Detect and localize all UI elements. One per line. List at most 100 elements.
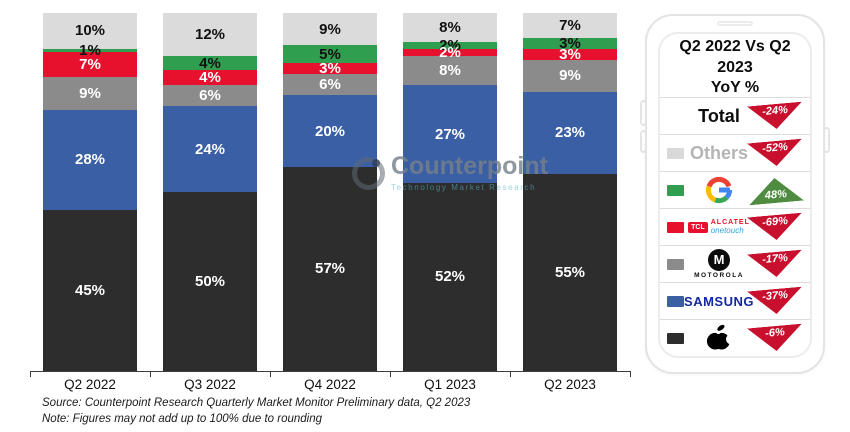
tcl-alcatel-logo: TCL ALCATEL onetouch xyxy=(688,219,750,235)
others-color-swatch xyxy=(667,147,684,159)
segment-value-label: 23% xyxy=(554,124,586,142)
segment-samsung: 20% xyxy=(283,95,377,167)
segment-value-label: 57% xyxy=(314,260,346,278)
total-label: Total xyxy=(698,105,740,126)
segment-motorola: 6% xyxy=(163,84,257,107)
segment-others: 7% xyxy=(523,13,617,39)
segment-apple: 55% xyxy=(523,174,617,371)
brand-cell-apple xyxy=(691,322,747,354)
segment-value-label: 24% xyxy=(194,140,226,158)
segment-value-label: 1% xyxy=(79,42,101,60)
bar-column-q2-2023: 7% 3% 3% 9% 23% 55% xyxy=(510,13,630,371)
google-logo-icon xyxy=(705,176,733,204)
segment-others: 8% xyxy=(403,13,497,42)
x-axis-tick xyxy=(630,371,631,377)
motorola-logo: M MOTOROLA xyxy=(694,248,744,280)
stacked-bar-q3-2022: 12% 4% 4% 6% 24% 50% xyxy=(163,13,257,371)
yoy-cell-samsung: -37% xyxy=(747,289,803,314)
yoy-change-value: -52% xyxy=(761,140,789,155)
x-axis-label-q3-2022: Q3 2022 xyxy=(184,377,236,392)
segment-value-label: 20% xyxy=(314,122,346,140)
segment-apple: 57% xyxy=(283,166,377,371)
brand-cell-others: Others xyxy=(689,142,749,164)
yoy-cell-others: -52% xyxy=(747,141,803,166)
bar-column-q4-2022: 9% 5% 3% 6% 20% 57% xyxy=(270,13,390,371)
motorola-color-swatch xyxy=(667,258,684,270)
segment-value-label: 8% xyxy=(439,18,461,36)
phone-screen: Q2 2022 Vs Q2 2023 YoY % Total -24% Others… xyxy=(658,32,812,358)
segment-motorola: 8% xyxy=(403,56,497,86)
brand-cell-samsung: SAMSUNG xyxy=(684,294,753,309)
yoy-down-triangle-apple: -6% xyxy=(747,323,804,353)
segment-samsung: 24% xyxy=(163,106,257,192)
source-note: Source: Counterpoint Research Quarterly … xyxy=(42,397,471,409)
segment-others: 9% xyxy=(283,13,377,46)
stacked-bar-q4-2022: 9% 5% 3% 6% 20% 57% xyxy=(283,13,377,371)
segment-apple: 52% xyxy=(403,182,497,371)
brand-cell-motorola: M MOTOROLA xyxy=(691,248,747,280)
x-axis-labels: Q2 2022 Q3 2022 Q4 2022 Q1 2023 Q2 2023 xyxy=(30,377,630,392)
segment-value-label: 6% xyxy=(199,86,221,104)
yoy-change-value: -17% xyxy=(761,251,789,266)
x-axis-label-q2-2023: Q2 2023 xyxy=(544,377,596,392)
segment-motorola: 9% xyxy=(43,77,137,110)
stacked-bar-q2-2023: 7% 3% 3% 9% 23% 55% xyxy=(523,13,617,371)
segment-apple: 50% xyxy=(163,191,257,371)
segment-value-label: 3% xyxy=(319,60,341,77)
brand-cell-google xyxy=(691,175,747,205)
legend-row-others: Others -52% xyxy=(660,134,810,171)
segment-value-label: 50% xyxy=(194,272,226,290)
segment-google: 3% xyxy=(523,36,617,51)
segment-tcl: 3% xyxy=(283,60,377,77)
x-axis-tick xyxy=(510,371,511,377)
x-axis-label-q1-2023: Q1 2023 xyxy=(424,377,476,392)
x-axis-line xyxy=(30,371,630,372)
others-label: Others xyxy=(689,142,749,163)
legend-row-motorola: M MOTOROLA -17% xyxy=(660,245,810,282)
stacked-bar-chart: 10% 1% 7% 9% 28% 45% 12% 4% 4% 6% 24% 50% 9% 5% 3% 6% 20… xyxy=(30,13,630,371)
segment-samsung: 28% xyxy=(43,109,137,210)
brand-cell-tcl: TCL ALCATEL onetouch xyxy=(688,219,750,235)
x-axis-tick xyxy=(390,371,391,377)
segment-value-label: 2% xyxy=(439,37,461,55)
tcl-color-swatch xyxy=(667,221,684,233)
segment-tcl: 3% xyxy=(523,45,617,63)
segment-tcl: 4% xyxy=(163,70,257,85)
x-axis-label-q2-2022: Q2 2022 xyxy=(64,377,116,392)
segment-value-label: 45% xyxy=(74,281,106,299)
rounding-note: Note: Figures may not add up to 100% due… xyxy=(42,413,323,426)
segment-value-label: 55% xyxy=(554,264,586,282)
segment-value-label: 7% xyxy=(79,56,101,74)
yoy-cell-google: 48% xyxy=(747,178,803,203)
segment-value-label: 28% xyxy=(74,151,106,169)
panel-title: Q2 2022 Vs Q2 2023 YoY % xyxy=(679,37,791,97)
segment-motorola: 9% xyxy=(523,59,617,92)
segment-value-label: 5% xyxy=(319,45,341,63)
x-axis-tick xyxy=(30,371,31,377)
segment-value-label: 12% xyxy=(194,25,226,43)
swatch-cell xyxy=(667,332,691,344)
yoy-change-value: -69% xyxy=(761,214,789,229)
yoy-down-triangle-motorola: -17% xyxy=(747,249,804,279)
yoy-down-triangle-total: -24% xyxy=(747,101,804,131)
segment-samsung: 27% xyxy=(403,85,497,183)
yoy-cell-motorola: -17% xyxy=(747,252,803,277)
yoy-down-triangle-others: -52% xyxy=(747,138,804,168)
apple-logo-icon xyxy=(706,324,733,350)
legend-row-tcl: TCL ALCATEL onetouch -69% xyxy=(660,208,810,245)
yoy-cell-total: -24% xyxy=(747,104,803,129)
stacked-bar-q1-2023: 8% 2% 2% 8% 27% 52% xyxy=(403,13,497,371)
segment-apple: 45% xyxy=(43,209,137,371)
segment-value-label: 10% xyxy=(74,22,106,40)
segment-others: 12% xyxy=(163,13,257,56)
segment-value-label: 4% xyxy=(199,54,221,72)
legend-row-google: 48% xyxy=(660,171,810,208)
legend-row-samsung: SAMSUNG -37% xyxy=(660,282,810,319)
phone-speaker xyxy=(717,21,753,26)
yoy-down-triangle-tcl: -69% xyxy=(747,212,804,242)
segment-value-label: 3% xyxy=(559,45,581,63)
segment-tcl: 2% xyxy=(403,45,497,60)
swatch-cell xyxy=(667,258,691,270)
stacked-bar-q2-2022: 10% 1% 7% 9% 28% 45% xyxy=(43,13,137,371)
x-axis-label-q4-2022: Q4 2022 xyxy=(304,377,356,392)
